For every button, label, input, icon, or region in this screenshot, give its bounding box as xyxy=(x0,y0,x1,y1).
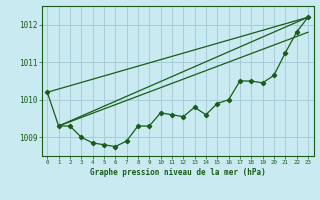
X-axis label: Graphe pression niveau de la mer (hPa): Graphe pression niveau de la mer (hPa) xyxy=(90,168,266,177)
